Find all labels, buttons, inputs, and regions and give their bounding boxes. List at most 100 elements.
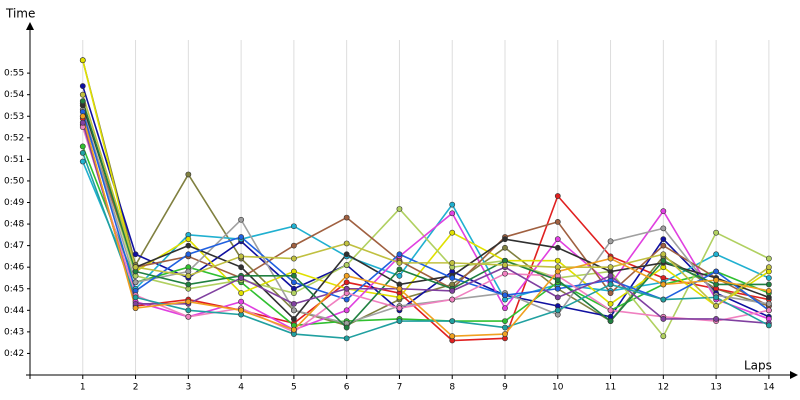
data-point — [502, 236, 508, 243]
data-point — [607, 238, 614, 245]
data-point — [554, 294, 561, 301]
data-point — [765, 255, 772, 262]
y-tick-label: 0:42 — [4, 349, 24, 359]
data-point — [554, 277, 561, 284]
x-tick-label: 9 — [502, 383, 508, 393]
series-line — [82, 59, 770, 327]
data-point — [660, 251, 667, 258]
data-point — [502, 292, 508, 299]
data-point — [713, 268, 720, 275]
series-line — [82, 109, 770, 325]
data-point — [238, 253, 245, 260]
data-point — [554, 285, 561, 292]
data-point — [396, 266, 403, 273]
series-line — [82, 116, 770, 338]
data-point — [343, 285, 350, 292]
x-tick-label: 10 — [552, 383, 564, 393]
data-point — [449, 229, 456, 236]
data-point — [660, 208, 667, 215]
data-point — [290, 326, 297, 333]
data-point — [79, 158, 86, 165]
data-point — [607, 281, 614, 288]
data-point — [185, 171, 192, 178]
series-line — [82, 103, 770, 338]
series-line — [82, 115, 770, 307]
series-line — [82, 118, 770, 342]
data-point — [502, 331, 508, 337]
data-point — [713, 294, 720, 301]
data-point — [554, 236, 561, 243]
data-point — [660, 333, 667, 340]
y-tick-label: 0:55 — [4, 69, 24, 79]
data-point — [660, 296, 667, 303]
data-point — [607, 307, 614, 314]
series-line — [82, 100, 769, 329]
data-point — [660, 281, 667, 288]
series-line — [82, 105, 770, 321]
x-tick-label: 13 — [710, 383, 721, 393]
y-tick-label: 0:44 — [4, 306, 24, 316]
data-point — [449, 318, 456, 324]
data-point — [185, 307, 192, 314]
data-point — [660, 242, 667, 249]
data-point — [79, 57, 86, 64]
data-point — [449, 210, 456, 217]
data-point — [185, 298, 192, 305]
data-point — [238, 264, 245, 271]
y-tick-label: 0:45 — [4, 284, 24, 294]
data-point — [396, 305, 403, 312]
data-point — [132, 264, 139, 271]
y-tick-label: 0:46 — [4, 263, 24, 273]
x-axis-label: Laps — [744, 359, 772, 373]
data-point — [660, 225, 667, 232]
data-point — [607, 264, 614, 271]
x-tick-label: 5 — [291, 383, 297, 393]
data-point — [554, 268, 561, 275]
data-point — [290, 279, 297, 286]
data-point — [290, 316, 297, 322]
x-tick-label: 14 — [763, 383, 775, 393]
x-tick-label: 3 — [185, 383, 191, 393]
data-point — [343, 335, 350, 342]
series-line — [82, 161, 770, 301]
data-point — [79, 91, 86, 98]
data-point — [238, 234, 245, 240]
y-tick-label: 0:50 — [4, 176, 24, 186]
data-point — [238, 298, 245, 305]
data-point — [502, 318, 508, 324]
data-point — [660, 236, 667, 243]
series-line — [82, 59, 770, 307]
data-point — [132, 305, 139, 312]
data-point — [502, 244, 508, 251]
x-tick-label: 2 — [133, 383, 139, 393]
data-point — [290, 272, 297, 279]
data-point — [554, 219, 561, 225]
data-point — [396, 272, 403, 279]
data-point — [765, 322, 772, 329]
data-point — [238, 275, 245, 281]
data-point — [343, 240, 350, 247]
data-point — [713, 303, 720, 309]
data-point — [343, 296, 350, 303]
data-point — [185, 313, 192, 320]
data-point — [79, 119, 86, 126]
data-point — [79, 98, 86, 105]
data-point — [502, 270, 508, 277]
data-point — [713, 277, 720, 284]
data-point — [765, 307, 772, 314]
data-point — [238, 290, 245, 296]
data-point — [132, 294, 139, 301]
y-axis-arrow — [26, 22, 34, 30]
data-point — [660, 257, 667, 264]
data-point — [396, 285, 403, 292]
data-point — [343, 307, 350, 314]
data-point — [79, 143, 86, 150]
data-point — [343, 262, 350, 268]
data-point — [607, 255, 614, 262]
x-axis-arrow — [790, 371, 798, 379]
y-tick-label: 0:53 — [4, 112, 24, 122]
series-line — [82, 146, 770, 327]
data-point — [290, 307, 297, 314]
x-tick-label: 1 — [80, 383, 86, 393]
y-tick-label: 0:47 — [4, 241, 24, 251]
